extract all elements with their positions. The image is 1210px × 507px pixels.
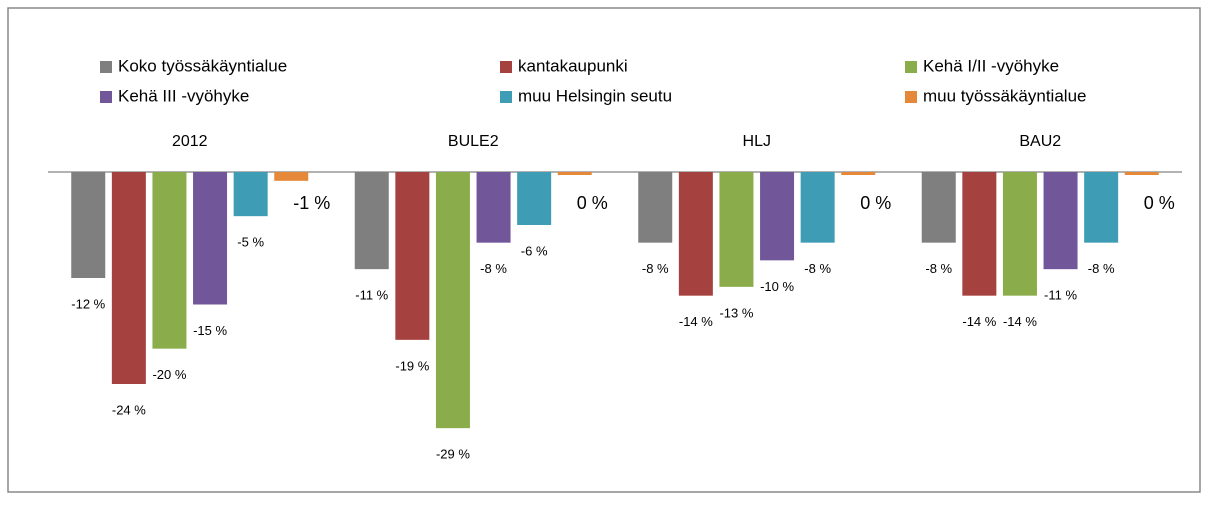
legend-swatch (100, 91, 112, 103)
data-label: -8 % (642, 261, 669, 276)
bar (517, 172, 552, 225)
data-label: -14 % (679, 314, 713, 329)
bar (557, 172, 592, 175)
category-label: 2012 (172, 133, 208, 150)
data-label: -13 % (719, 305, 753, 320)
legend-label: Kehä I/II -vyöhyke (923, 56, 1059, 75)
data-label: 0 % (860, 193, 891, 213)
bar (841, 172, 876, 175)
bar (395, 172, 430, 340)
data-label: -14 % (1003, 314, 1037, 329)
data-label: -29 % (436, 447, 470, 462)
data-label: -8 % (804, 261, 831, 276)
data-label: -10 % (760, 279, 794, 294)
bar (71, 172, 106, 278)
data-label: -19 % (395, 358, 429, 373)
legend-swatch (500, 61, 512, 73)
data-label: -8 % (1088, 261, 1115, 276)
bar (719, 172, 754, 287)
data-label: -8 % (480, 261, 507, 276)
bar (233, 172, 268, 217)
bar (1084, 172, 1119, 243)
bar (476, 172, 511, 243)
bar (1002, 172, 1037, 296)
bar (962, 172, 997, 296)
legend-label: muu työssäkäyntialue (923, 86, 1086, 105)
data-label: -12 % (71, 296, 105, 311)
bar (760, 172, 795, 261)
data-label: -5 % (237, 235, 264, 250)
data-label: -8 % (925, 261, 952, 276)
data-label: -11 % (1044, 288, 1077, 303)
category-label: HLJ (743, 133, 771, 150)
bar (354, 172, 389, 270)
legend-swatch (500, 91, 512, 103)
data-label: -6 % (521, 243, 548, 258)
data-label: -24 % (112, 402, 146, 417)
bar (193, 172, 228, 305)
category-label: BAU2 (1019, 133, 1061, 150)
bar (638, 172, 673, 243)
data-label: -20 % (152, 367, 186, 382)
data-label: -1 % (293, 193, 330, 213)
category-label: BULE2 (448, 133, 499, 150)
data-label: -15 % (193, 323, 227, 338)
bar (152, 172, 187, 349)
bar (1124, 172, 1159, 175)
legend-label: muu Helsingin seutu (518, 86, 672, 105)
legend-label: Kehä III -vyöhyke (118, 86, 249, 105)
bar (678, 172, 713, 296)
data-label: 0 % (577, 193, 608, 213)
bar (800, 172, 835, 243)
bar (1043, 172, 1078, 270)
legend-swatch (100, 61, 112, 73)
data-label: 0 % (1144, 193, 1175, 213)
bar (921, 172, 956, 243)
legend-label: kantakaupunki (518, 56, 628, 75)
bar (111, 172, 146, 384)
legend-swatch (905, 61, 917, 73)
bar (274, 172, 309, 181)
data-label: -11 % (355, 288, 388, 303)
data-label: -14 % (962, 314, 996, 329)
legend-swatch (905, 91, 917, 103)
legend-label: Koko työssäkäyntialue (118, 56, 287, 75)
bar (435, 172, 470, 429)
